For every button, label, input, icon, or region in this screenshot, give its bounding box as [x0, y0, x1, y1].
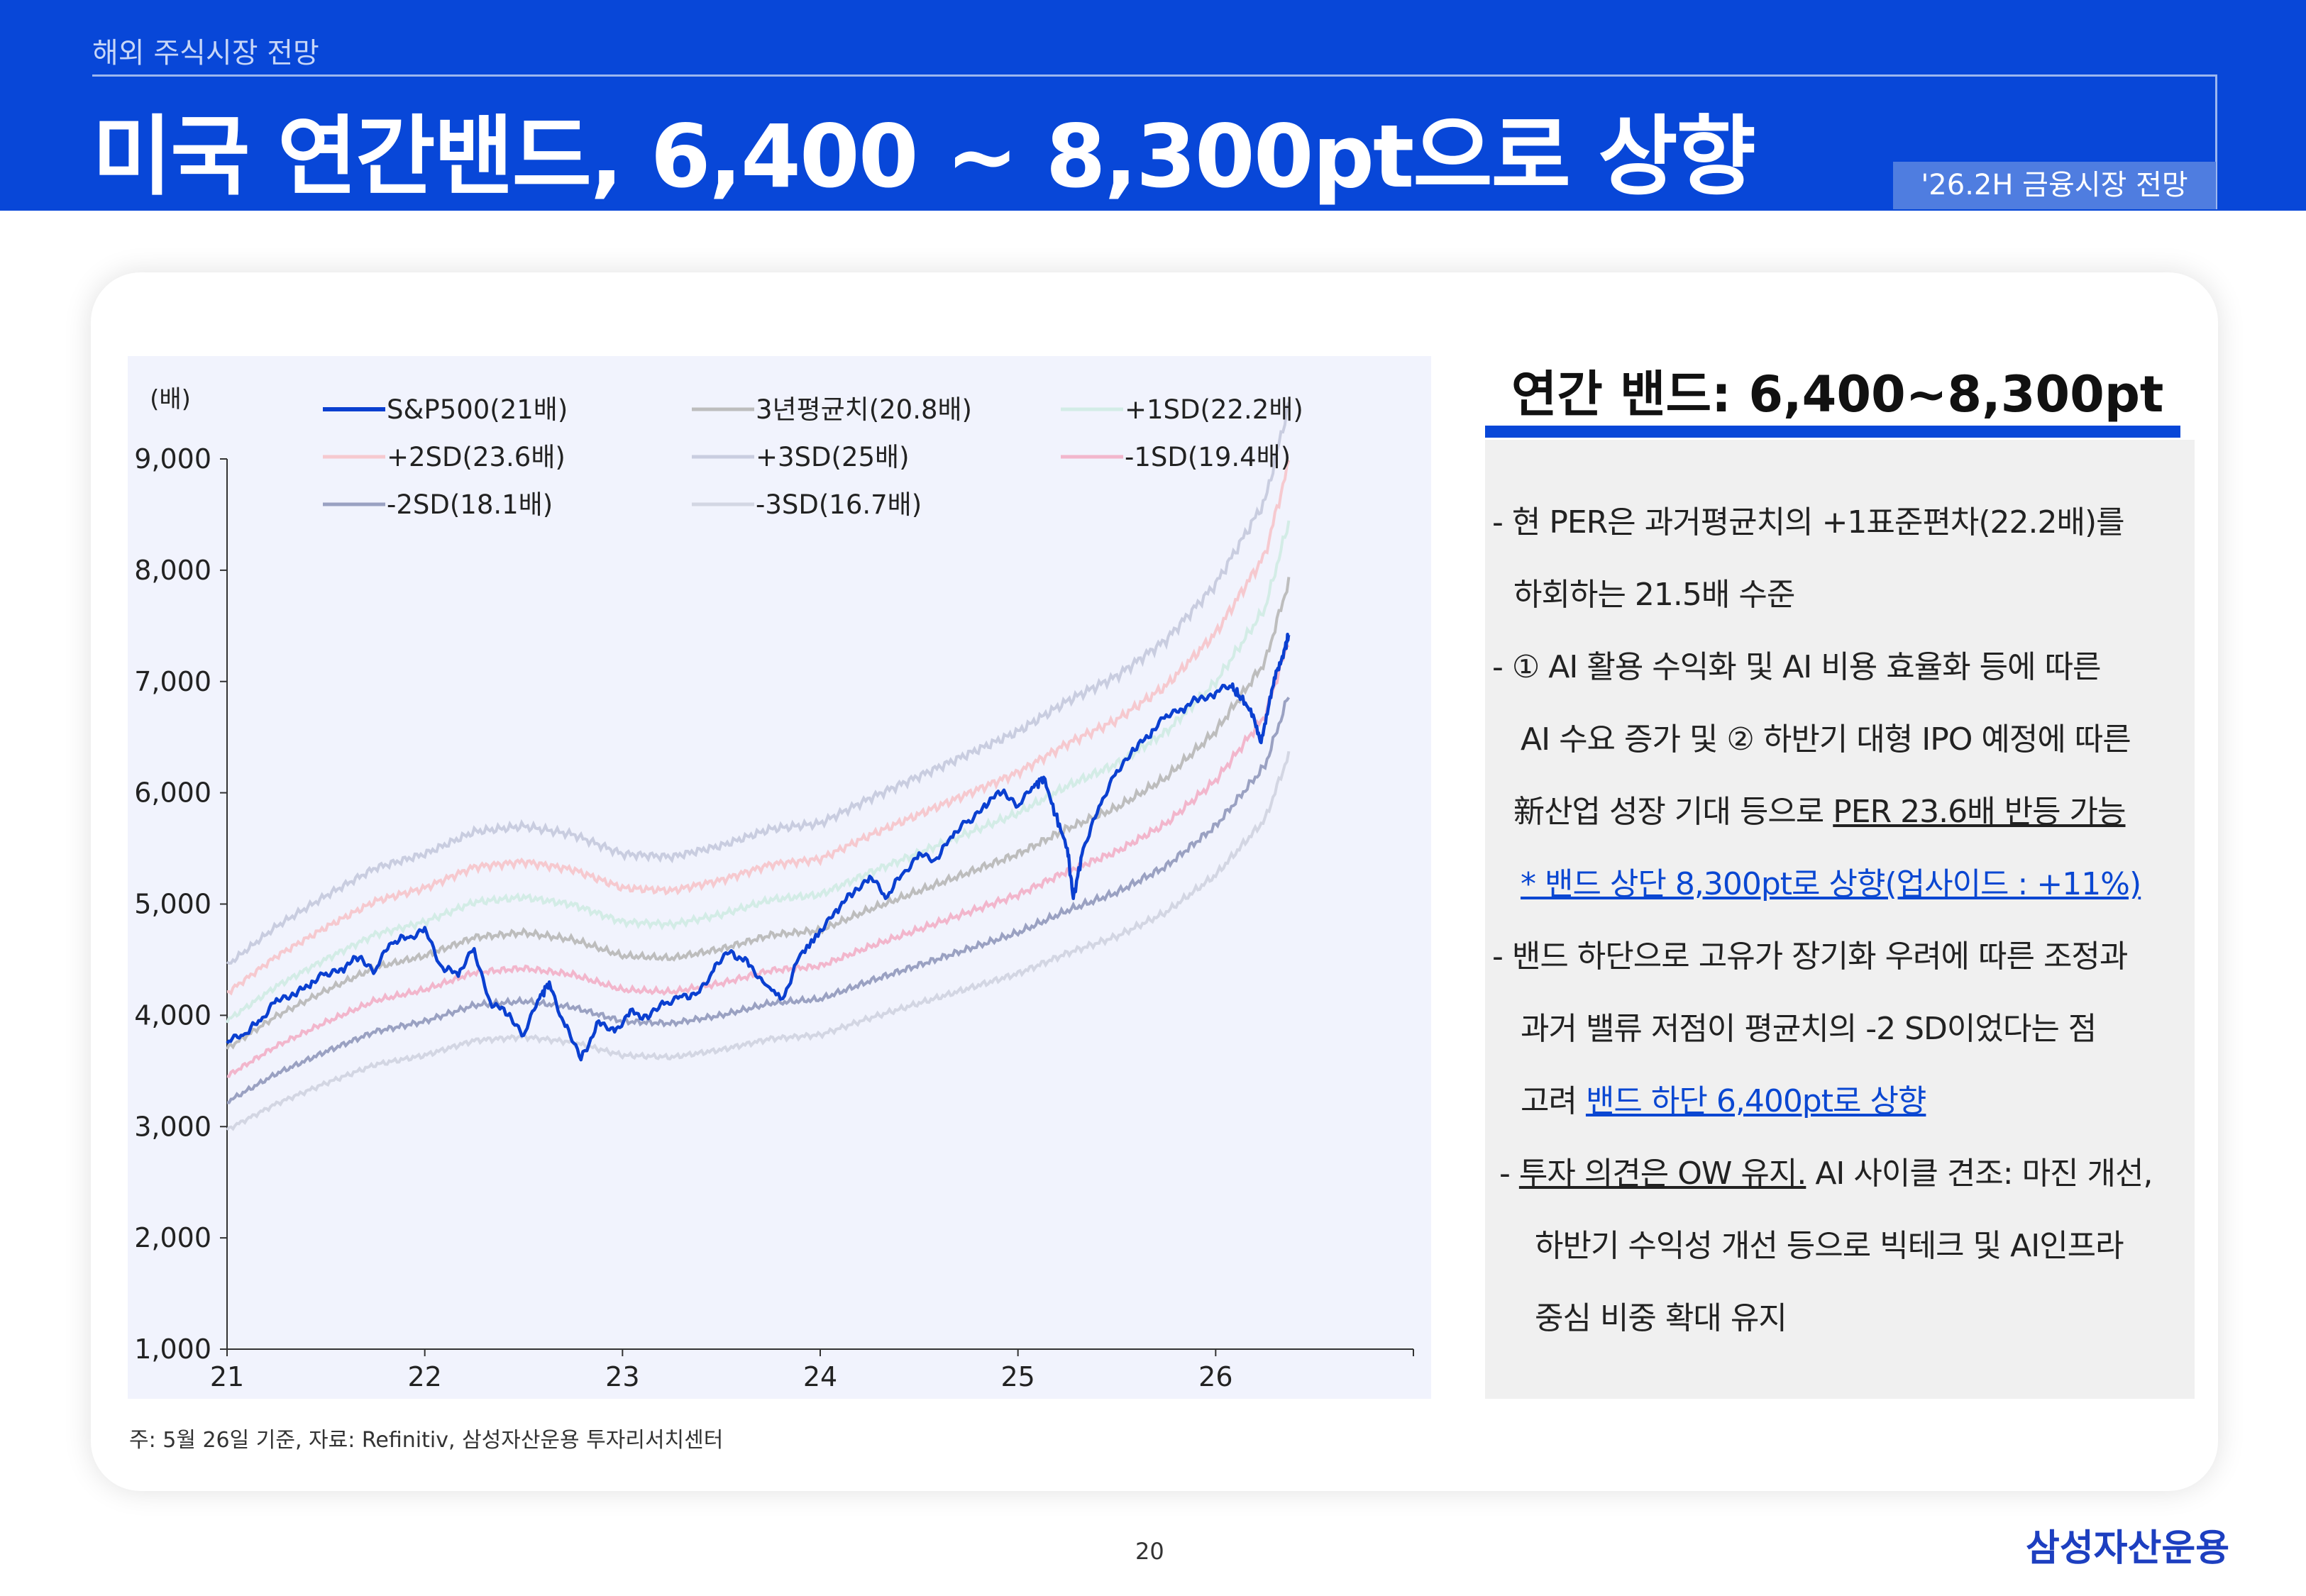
- y-tick-label: 9,000: [134, 443, 211, 475]
- x-tick-label: 25: [1000, 1361, 1035, 1392]
- bullet-4b: 하반기 수익성 개선 등으로 빅테크 및 AI인프라: [1535, 1228, 2124, 1264]
- bullet-4c: 중심 비중 확대 유지: [1535, 1300, 1787, 1336]
- bullet-3b: 과거 밸류 저점이 평균치의 -2 SD이었다는 점: [1521, 1011, 2097, 1047]
- chart-panel: 9,000 8,000 7,000 6,000 5,000 4,000 3,000 2,000…: [128, 356, 1431, 1399]
- band-lower-highlight: 밴드 하단 6,400pt로 상향: [1585, 1083, 1926, 1119]
- per-rebound-highlight: PER 23.6배 반등 가능: [1833, 794, 2126, 830]
- legend-label: +1SD(22.2배): [1125, 394, 1303, 425]
- y-tick-label: 7,000: [134, 666, 211, 697]
- company-logo: 삼성자산운용: [2026, 1527, 2230, 1570]
- bullet-4a-text: AI 사이클 견조: 마진 개선,: [1806, 1156, 2153, 1192]
- band-line: [226, 401, 1291, 965]
- ow-opinion-highlight: 투자 의견은 OW 유지.: [1518, 1156, 1806, 1192]
- y-tick-label: 8,000: [134, 555, 211, 586]
- bullet-4a-dash: -: [1499, 1156, 1519, 1192]
- section-label: 해외 주식시장 전망: [92, 37, 319, 70]
- bullet-1a: - 현 PER은 과거평균치의 +1표준편차(22.2배)를: [1492, 504, 2125, 541]
- bullet-2c-text: 新산업 성장 기대 등으로: [1513, 794, 1833, 830]
- band-line: [226, 577, 1291, 1051]
- band-line: [226, 697, 1291, 1104]
- bullet-2c: 新산업 성장 기대 등으로 PER 23.6배 반등 가능: [1513, 786, 2126, 831]
- legend-label: S&P500(21배): [387, 394, 568, 425]
- legend-label: -1SD(19.4배): [1125, 442, 1291, 472]
- x-tick-label: 24: [803, 1361, 837, 1392]
- band-line: [226, 750, 1291, 1131]
- legend-label: -2SD(18.1배): [387, 489, 553, 520]
- x-tick-label: 22: [407, 1361, 441, 1392]
- band-upper-note: * 밴드 상단 8,300pt로 상향(업사이드 : +11%): [1521, 866, 2141, 902]
- band-line: [226, 520, 1291, 1024]
- band-line: [226, 460, 1291, 996]
- y-tick-label: 4,000: [134, 999, 211, 1031]
- legend-label: +3SD(25배): [756, 442, 910, 472]
- source-note: 주: 5월 26일 기준, 자료: Refinitiv, 삼성자산운용 투자리서…: [129, 1428, 724, 1453]
- bullet-2b: AI 수요 증가 및 ② 하반기 대형 IPO 예정에 따른: [1521, 721, 2131, 758]
- side-title-rule: [1485, 426, 2180, 438]
- commentary-panel: [1485, 440, 2195, 1399]
- bullet-3a: - 밴드 하단으로 고유가 장기화 우려에 따른 조정과: [1492, 938, 2128, 975]
- bullet-3c-text: 고려: [1521, 1083, 1586, 1119]
- per-band-chart: 9,000 8,000 7,000 6,000 5,000 4,000 3,000 2,000…: [134, 385, 1414, 1392]
- x-tick-label: 26: [1198, 1361, 1232, 1392]
- x-tick-label: 21: [210, 1361, 244, 1392]
- y-axis-unit: (배): [150, 385, 191, 414]
- x-tick-label: 23: [605, 1361, 639, 1392]
- y-tick-label: 1,000: [134, 1334, 211, 1365]
- legend-label: -3SD(16.7배): [756, 489, 922, 520]
- header-rule: [92, 74, 2217, 77]
- page-number: 20: [1135, 1538, 1164, 1565]
- header-bar: 해외 주식시장 전망 미국 연간밴드, 6,400 ~ 8,300pt으로 상향…: [0, 0, 2306, 211]
- bullet-2a: - ① AI 활용 수익화 및 AI 비용 효율화 등에 따른: [1492, 649, 2102, 685]
- bullet-1b: 하회하는 21.5배 수준: [1513, 577, 1795, 613]
- header-rule-right: [2215, 74, 2217, 209]
- sp500-line: [226, 632, 1291, 1062]
- legend-label: 3년평균치(20.8배): [756, 394, 972, 425]
- legend-label: +2SD(23.6배): [387, 442, 566, 472]
- report-badge: '26.2H 금융시장 전망: [1893, 162, 2216, 209]
- y-tick-label: 6,000: [134, 777, 211, 809]
- bullet-4a: - 투자 의견은 OW 유지. AI 사이클 견조: 마진 개선,: [1499, 1148, 2153, 1193]
- bullet-3c: 고려 밴드 하단 6,400pt로 상향: [1521, 1075, 1926, 1121]
- y-tick-label: 3,000: [134, 1111, 211, 1142]
- y-tick-label: 2,000: [134, 1222, 211, 1253]
- y-tick-label: 5,000: [134, 889, 211, 920]
- page-title: 미국 연간밴드, 6,400 ~ 8,300pt으로 상향: [92, 106, 1756, 207]
- band-line: [226, 644, 1290, 1078]
- side-title: 연간 밴드: 6,400~8,300pt: [1511, 365, 2164, 423]
